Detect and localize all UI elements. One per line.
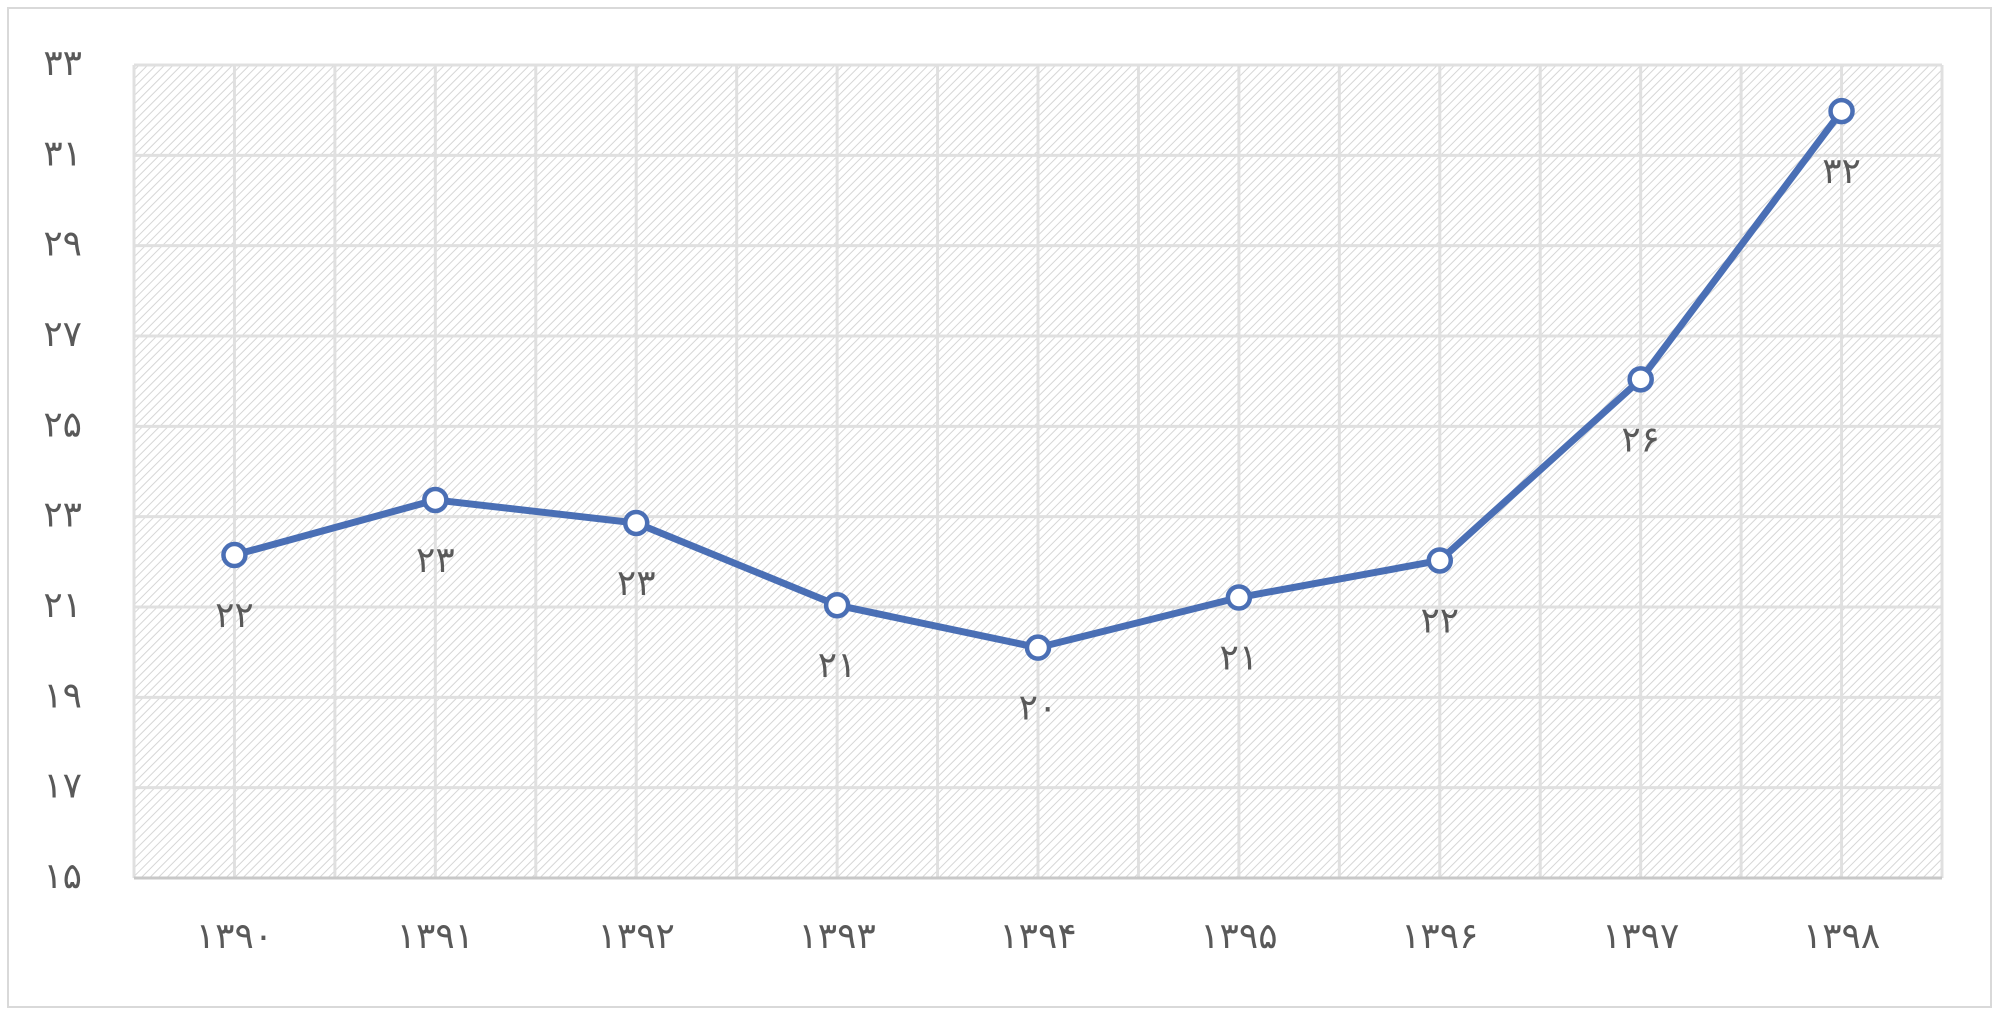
point — [1627, 366, 1654, 393]
y-tick-label: ۳۳ — [43, 43, 82, 84]
y-tick-label: ۲۷ — [43, 314, 82, 355]
y-tick-label: ۲۳ — [43, 495, 82, 536]
data-label: ۳۲ — [1822, 151, 1861, 192]
point — [1828, 97, 1855, 125]
point — [422, 486, 449, 514]
point — [1225, 584, 1253, 611]
data-label: ۲۲ — [1420, 600, 1459, 641]
point — [221, 541, 248, 569]
y-tick-label: ۱۹ — [43, 675, 82, 716]
x-tick-label: ۱۳۹۲ — [598, 916, 675, 957]
data-label: ۲۰ — [1019, 688, 1058, 729]
point — [1024, 634, 1052, 661]
x-tick-label: ۱۳۹۰ — [196, 916, 273, 957]
point — [1426, 547, 1454, 574]
y-tick-label: ۱۷ — [43, 766, 82, 807]
data-label: ۲۲ — [215, 595, 254, 636]
data-label: ۲۱ — [818, 645, 857, 686]
point — [823, 591, 851, 619]
x-tick-label: ۱۳۹۸ — [1803, 916, 1880, 957]
y-tick-label: ۲۹ — [43, 224, 82, 265]
data-label: ۲۳ — [416, 540, 455, 581]
chart-border — [7, 7, 1992, 1008]
x-tick-label: ۱۳۹۶ — [1401, 916, 1478, 957]
point — [622, 509, 650, 537]
y-tick-label: ۱۵ — [43, 856, 82, 897]
x-tick-label: ۱۳۹۴ — [999, 916, 1076, 957]
y-tick-label: ۲۵ — [43, 404, 82, 445]
data-label: ۲۳ — [617, 563, 656, 604]
x-tick-label: ۱۳۹۵ — [1200, 916, 1277, 957]
data-label: ۲۱ — [1220, 638, 1259, 679]
y-tick-label: ۲۱ — [43, 585, 82, 626]
x-tick-label: ۱۳۹۱ — [397, 916, 474, 957]
x-tick-label: ۱۳۹۳ — [798, 916, 875, 957]
data-label: ۲۶ — [1621, 419, 1660, 460]
x-tick-label: ۱۳۹۷ — [1602, 916, 1679, 957]
y-tick-label: ۳۱ — [43, 133, 82, 174]
